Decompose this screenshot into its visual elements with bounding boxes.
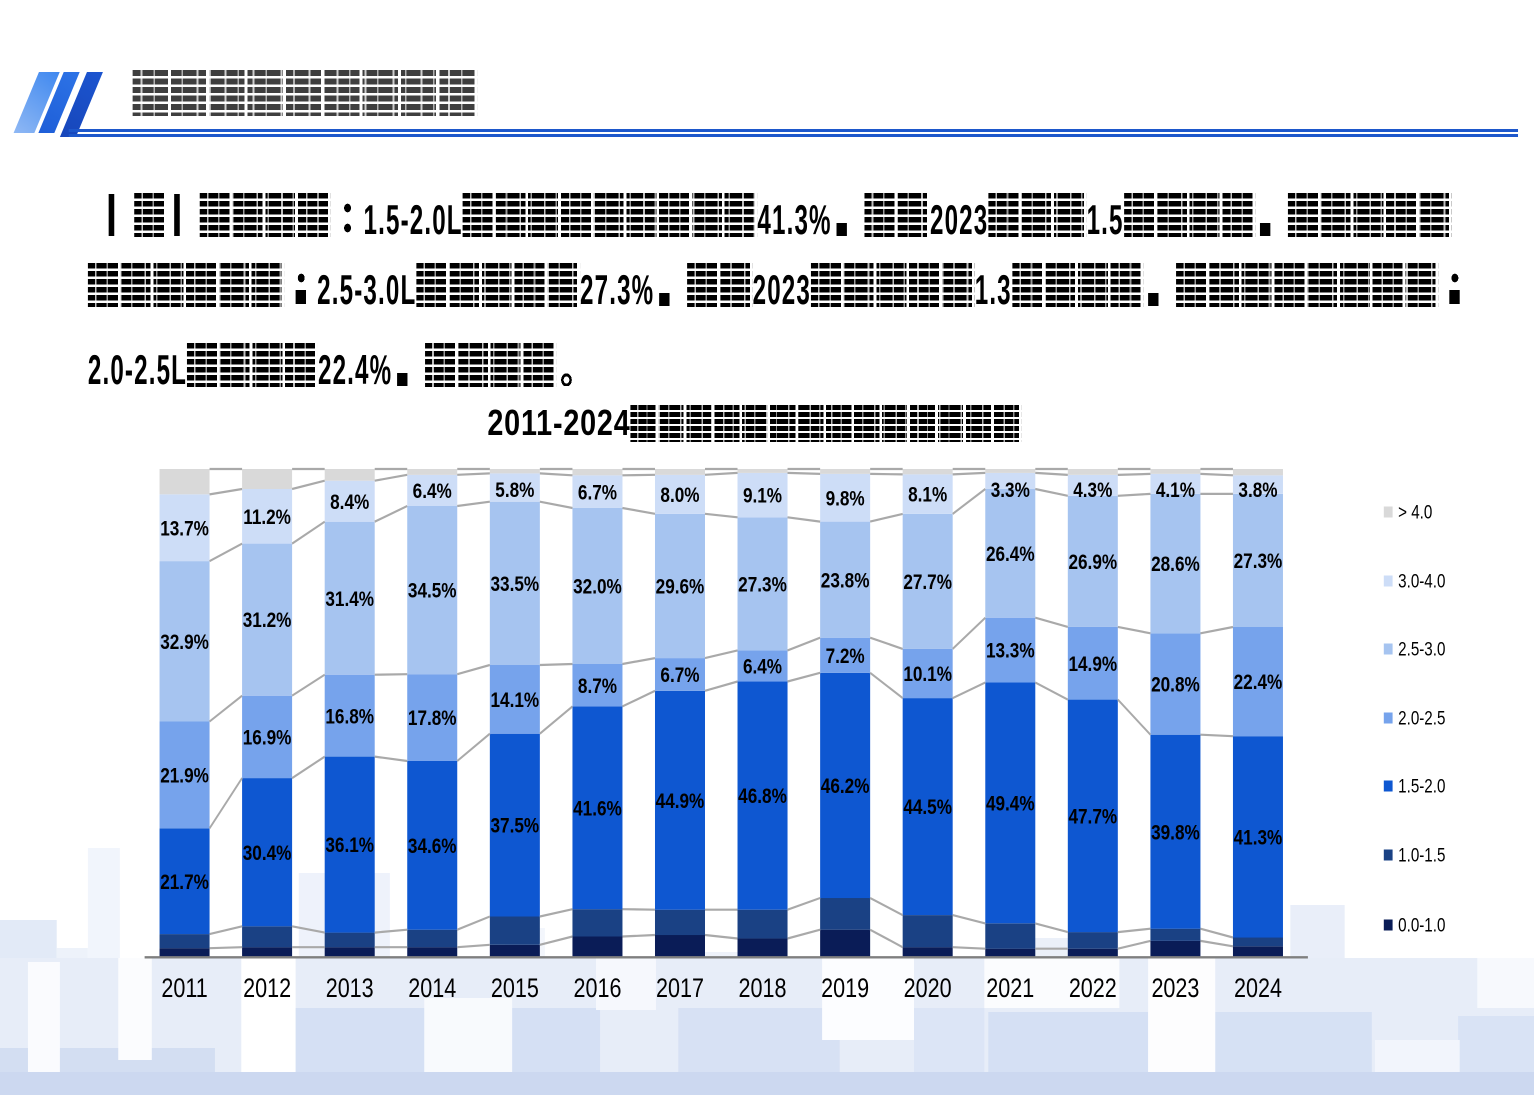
svg-text:46.8%: 46.8% [738, 784, 787, 808]
svg-text:> 4.0: > 4.0 [1398, 501, 1432, 523]
svg-text:2014: 2014 [408, 974, 456, 1004]
svg-text:9.1%: 9.1% [743, 484, 782, 508]
svg-text:22.4%: 22.4% [1234, 670, 1283, 694]
svg-text:37.5%: 37.5% [491, 814, 540, 838]
svg-text:10.1%: 10.1% [903, 662, 952, 686]
svg-text:41.3%: 41.3% [1234, 826, 1283, 850]
svg-text:32.0%: 32.0% [573, 575, 622, 599]
svg-text:6.4%: 6.4% [413, 479, 452, 503]
svg-text:2023: 2023 [1151, 974, 1199, 1004]
svg-text:27.7%: 27.7% [903, 570, 952, 594]
svg-text:2021: 2021 [986, 974, 1034, 1004]
svg-text:32.9%: 32.9% [160, 630, 209, 654]
svg-text:2011: 2011 [161, 974, 207, 1004]
svg-text:8.7%: 8.7% [578, 674, 617, 698]
svg-text:47.7%: 47.7% [1068, 805, 1117, 829]
svg-text:28.6%: 28.6% [1151, 552, 1200, 576]
svg-text:6.7%: 6.7% [578, 481, 617, 505]
svg-text:8.1%: 8.1% [908, 483, 947, 507]
svg-text:2024: 2024 [1234, 974, 1282, 1004]
svg-text:2015: 2015 [491, 974, 539, 1004]
svg-text:46.2%: 46.2% [821, 774, 870, 798]
svg-text:2022: 2022 [1069, 974, 1117, 1004]
svg-text:6.7%: 6.7% [660, 663, 699, 687]
svg-text:34.5%: 34.5% [408, 579, 457, 603]
svg-text:3.8%: 3.8% [1238, 478, 1277, 502]
svg-text:20.8%: 20.8% [1151, 673, 1200, 697]
svg-text:26.9%: 26.9% [1068, 550, 1117, 574]
svg-text:27.3%: 27.3% [1234, 549, 1283, 573]
svg-text:14.1%: 14.1% [491, 688, 540, 712]
svg-text:13.7%: 13.7% [160, 517, 209, 541]
svg-text:2017: 2017 [656, 974, 704, 1004]
svg-text:3.0-4.0: 3.0-4.0 [1398, 570, 1445, 592]
svg-text:21.9%: 21.9% [160, 764, 209, 788]
svg-text:16.9%: 16.9% [243, 726, 292, 750]
svg-text:31.4%: 31.4% [325, 587, 374, 611]
svg-text:14.9%: 14.9% [1068, 652, 1117, 676]
svg-text:3.3%: 3.3% [991, 478, 1030, 502]
svg-text:21.7%: 21.7% [160, 870, 209, 894]
svg-text:23.8%: 23.8% [821, 569, 870, 593]
svg-text:41.6%: 41.6% [573, 797, 622, 821]
svg-text:7.2%: 7.2% [826, 644, 865, 668]
svg-text:16.8%: 16.8% [325, 705, 374, 729]
svg-text:8.4%: 8.4% [330, 490, 369, 514]
svg-text:2018: 2018 [739, 974, 787, 1004]
svg-text:44.9%: 44.9% [656, 789, 705, 813]
svg-text:2.5-3.0: 2.5-3.0 [1398, 638, 1445, 660]
svg-text:2.0-2.5: 2.0-2.5 [1398, 707, 1445, 729]
svg-text:44.5%: 44.5% [903, 795, 952, 819]
svg-text:49.4%: 49.4% [986, 792, 1035, 816]
svg-text:17.8%: 17.8% [408, 706, 457, 730]
svg-text:33.5%: 33.5% [491, 572, 540, 596]
svg-text:26.4%: 26.4% [986, 542, 1035, 566]
svg-text:6.4%: 6.4% [743, 655, 782, 679]
svg-text:2016: 2016 [573, 974, 621, 1004]
svg-text:13.3%: 13.3% [986, 639, 1035, 663]
svg-text:31.2%: 31.2% [243, 608, 292, 632]
svg-text:2019: 2019 [821, 974, 869, 1004]
svg-text:36.1%: 36.1% [325, 833, 374, 857]
svg-text:8.0%: 8.0% [660, 483, 699, 507]
svg-text:39.8%: 39.8% [1151, 821, 1200, 845]
svg-text:27.3%: 27.3% [738, 573, 787, 597]
svg-text:2012: 2012 [243, 974, 291, 1004]
svg-text:11.2%: 11.2% [243, 505, 291, 529]
svg-text:29.6%: 29.6% [656, 575, 705, 599]
svg-text:4.3%: 4.3% [1073, 478, 1112, 502]
svg-text:1.0-1.5: 1.0-1.5 [1398, 844, 1445, 866]
svg-text:2020: 2020 [904, 974, 952, 1004]
svg-text:1.5-2.0: 1.5-2.0 [1398, 775, 1445, 797]
svg-text:34.6%: 34.6% [408, 834, 457, 858]
svg-text:0.0-1.0: 0.0-1.0 [1398, 914, 1445, 936]
svg-text:4.1%: 4.1% [1156, 478, 1195, 502]
svg-text:30.4%: 30.4% [243, 841, 292, 865]
svg-text:5.8%: 5.8% [495, 478, 534, 502]
svg-text:2013: 2013 [326, 974, 374, 1004]
svg-text:9.8%: 9.8% [826, 487, 865, 511]
